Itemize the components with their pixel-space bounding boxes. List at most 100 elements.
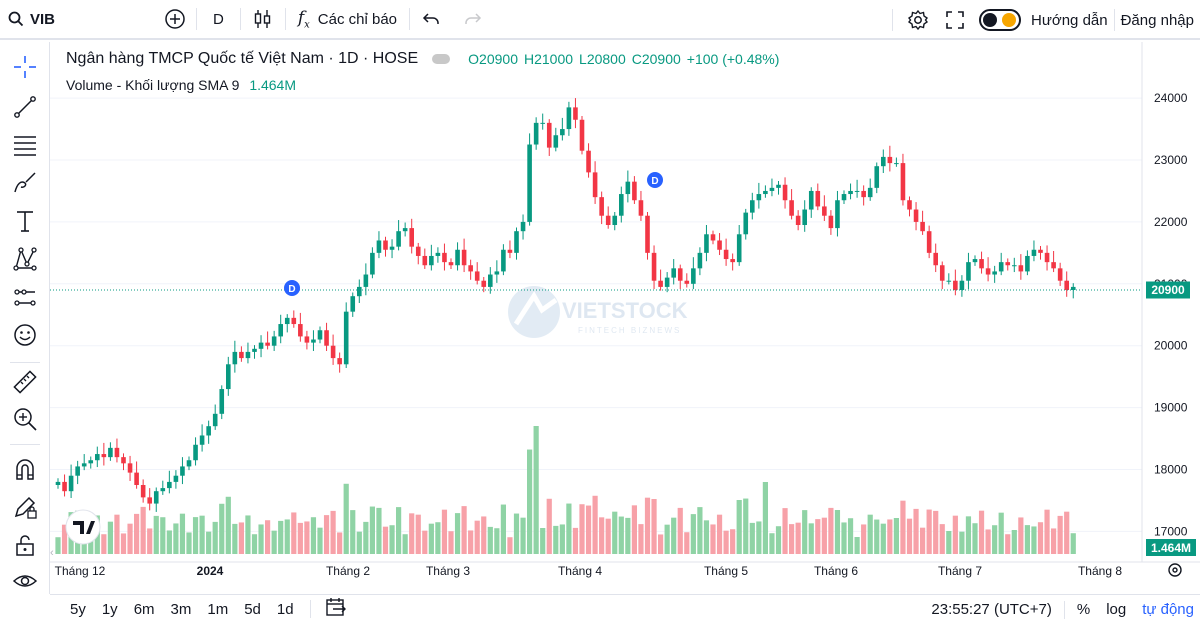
volume-bar <box>454 513 461 554</box>
text-tool[interactable] <box>8 204 42 238</box>
theme-toggle[interactable] <box>979 9 1021 31</box>
volume-bar <box>140 506 146 554</box>
range-3m[interactable]: 3m <box>170 600 192 618</box>
indicators-button[interactable]: fx Các chỉ báo <box>286 0 409 39</box>
percent-scale-toggle[interactable]: % <box>1076 601 1091 618</box>
pencil-lock-icon <box>14 496 37 519</box>
dividend-marker-label: D <box>288 284 295 295</box>
trendline-tool[interactable] <box>8 90 42 124</box>
goto-date-button[interactable] <box>315 597 357 621</box>
stay-drawing-tool[interactable] <box>8 490 42 524</box>
volume-label: Volume - Khối lượng SMA 9 <box>66 77 240 93</box>
volume-bar <box>716 514 723 554</box>
log-scale-toggle[interactable]: log <box>1106 601 1127 618</box>
help-button[interactable]: Hướng dẫn <box>1027 0 1114 40</box>
legend-toggle-button[interactable] <box>432 54 451 64</box>
candle-body <box>507 249 513 253</box>
magnet-tool[interactable] <box>8 452 42 486</box>
candle-body <box>232 351 238 365</box>
candle-body <box>619 194 624 216</box>
volume-bar <box>350 510 356 554</box>
candle-body <box>789 200 794 216</box>
candle-body <box>815 190 821 207</box>
time-scale[interactable]: Tháng 12 2024 Tháng 2 Tháng 3 Tháng 4 Tháng 5… <box>55 564 1123 578</box>
bottom-right-controls: 23:55:27 (UTC+7) % log tự động <box>923 595 1200 623</box>
candle-body <box>691 268 696 284</box>
candle-body <box>383 240 388 250</box>
ohlc-close: C20900 <box>631 51 681 67</box>
range-1m[interactable]: 1m <box>207 600 229 618</box>
pattern-tool[interactable] <box>8 242 42 276</box>
candle-body <box>284 317 290 325</box>
range-6m[interactable]: 6m <box>133 600 155 618</box>
candle-body <box>95 454 100 461</box>
trendline-icon <box>14 96 36 118</box>
candle-body <box>887 156 893 164</box>
volume-bar <box>448 531 454 554</box>
crosshair-tool[interactable] <box>8 50 42 84</box>
emoji-tool[interactable] <box>8 318 42 352</box>
hide-drawings-tool[interactable] <box>8 564 42 598</box>
chart-type-button[interactable] <box>241 0 285 39</box>
candle-body <box>920 221 925 232</box>
zoom-tool[interactable] <box>8 402 42 436</box>
ohlc-low: L20800 <box>579 51 626 67</box>
settings-button[interactable] <box>893 0 937 40</box>
auto-scale-toggle[interactable]: tự động <box>1142 601 1194 618</box>
dividend-marker[interactable] <box>647 172 663 188</box>
volume-bar <box>1011 530 1017 554</box>
volume-bar <box>422 530 428 554</box>
candle-body <box>252 348 257 352</box>
divider <box>196 8 198 30</box>
candle-body <box>147 497 152 504</box>
candle-body <box>520 221 526 232</box>
symbol-search[interactable]: VIB <box>0 0 65 39</box>
range-1y[interactable]: 1y <box>101 600 118 618</box>
range-5y[interactable]: 5y <box>70 600 86 618</box>
volume-legend[interactable]: Volume - Khối lượng SMA 9 1.464M <box>66 77 296 93</box>
compare-button[interactable] <box>154 0 196 39</box>
price-chart[interactable]: VIETSTOCK FINTECH BIZNEWS DD 25000240002… <box>50 42 1200 594</box>
volume-bar <box>166 530 172 554</box>
dividend-marker[interactable] <box>284 280 300 296</box>
lock-tool[interactable] <box>8 528 42 562</box>
volume-bar <box>179 513 186 554</box>
range-1d[interactable]: 1d <box>276 600 294 618</box>
candle-body <box>330 345 336 359</box>
login-button[interactable]: Đăng nhập <box>1115 0 1200 40</box>
timezone-clock[interactable]: 23:55:27 (UTC+7) <box>931 601 1052 618</box>
candle-body <box>350 296 356 312</box>
fib-tool[interactable] <box>8 128 42 162</box>
redo-button[interactable] <box>452 0 494 39</box>
fullscreen-button[interactable] <box>937 0 973 40</box>
interval-button[interactable]: D <box>197 0 240 39</box>
candle-body <box>127 463 133 473</box>
time-tick: Tháng 2 <box>326 564 370 578</box>
volume-bar <box>736 500 742 554</box>
candle-body <box>704 234 709 253</box>
range-5d[interactable]: 5d <box>244 600 261 618</box>
candle-body <box>763 190 768 195</box>
volume-bar <box>134 513 140 554</box>
undo-button[interactable] <box>410 0 452 39</box>
candle-body <box>370 252 375 275</box>
volume-bar <box>147 528 153 554</box>
candle-body <box>717 240 722 250</box>
scale-settings-button[interactable] <box>1168 563 1182 577</box>
volume-bar <box>880 523 886 554</box>
candle-body <box>612 215 618 225</box>
volume-bar <box>527 449 533 554</box>
candle-body <box>841 194 847 201</box>
candle-body <box>311 339 316 343</box>
candle-body <box>265 342 270 346</box>
volume-bar <box>507 537 513 554</box>
brush-tool[interactable] <box>8 166 42 200</box>
tradingview-logo[interactable] <box>65 509 101 545</box>
scroll-left-icon[interactable]: ‹ <box>50 547 54 559</box>
candle-body <box>481 280 487 287</box>
prediction-tool[interactable] <box>8 280 42 314</box>
measure-tool[interactable] <box>8 365 42 399</box>
volume-bar <box>1031 526 1037 554</box>
volume-bar <box>743 498 749 554</box>
time-tick: Tháng 12 <box>55 564 106 578</box>
